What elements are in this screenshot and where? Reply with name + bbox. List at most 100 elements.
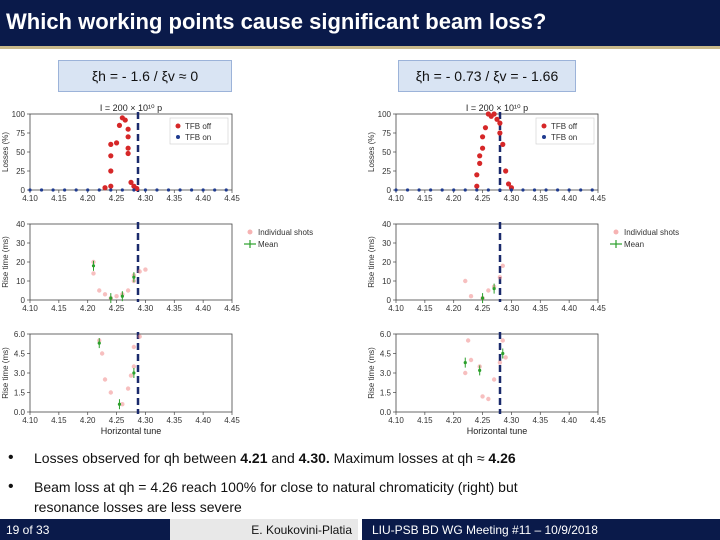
plots-figure: 4.10 4.15 4.20 4.25 4.30 4.35 4.40 4.45 0 25 50 75 1… — [1, 103, 679, 436]
bullet-text-part: Maximum losses at qh ≈ — [329, 450, 489, 466]
bullet-bold: 4.21 — [240, 450, 268, 466]
data-point — [521, 188, 525, 192]
y-tick-label: 25 — [16, 167, 25, 176]
data-point — [99, 351, 105, 356]
x-tick-label: 4.45 — [224, 304, 240, 313]
legend-label: TFB off — [551, 122, 578, 131]
data-point — [497, 130, 503, 136]
y-axis-label: Losses (%) — [367, 132, 376, 172]
bullet-bold: 4.26 — [488, 450, 516, 466]
x-tick-label: 4.40 — [561, 416, 577, 425]
bullet-text-part: resonance losses are less severe — [34, 499, 242, 515]
x-tick-label: 4.10 — [22, 194, 38, 203]
legend-label: Mean — [624, 240, 644, 249]
data-point — [108, 141, 114, 147]
data-point — [497, 120, 503, 126]
data-point — [429, 188, 433, 192]
y-axis-label: Losses (%) — [1, 132, 10, 172]
bullet-marker: • — [8, 449, 14, 466]
x-tick-label: 4.15 — [51, 416, 67, 425]
x-tick-label: 4.25 — [109, 416, 125, 425]
data-point — [120, 294, 124, 298]
data-point — [108, 390, 114, 395]
data-point — [463, 188, 467, 192]
x-tick-label: 4.25 — [475, 304, 491, 313]
x-tick-label: 4.10 — [388, 194, 404, 203]
plot-panel: 4.10 4.15 4.20 4.25 4.30 4.35 4.40 4.45 0 25 50 75 1… — [367, 103, 606, 203]
data-point — [86, 188, 90, 192]
y-tick-label: 50 — [382, 148, 391, 157]
data-point — [120, 402, 125, 407]
data-point — [477, 160, 483, 166]
data-point — [137, 334, 142, 339]
data-point — [97, 288, 102, 293]
data-point — [201, 188, 205, 192]
y-tick-label: 75 — [16, 129, 25, 138]
bullet-item: • Losses observed for qh between 4.21 an… — [8, 448, 516, 468]
y-tick-label: 3.0 — [14, 369, 26, 378]
plot-frame — [29, 333, 233, 413]
data-point — [109, 188, 113, 192]
data-point — [465, 338, 471, 343]
data-point — [494, 116, 500, 122]
y-tick-label: 40 — [382, 220, 391, 229]
legend-marker — [176, 135, 180, 139]
data-point — [125, 386, 131, 391]
chromaticity-label-right: ξh = - 0.73 / ξv = - 1.66 — [398, 60, 576, 92]
data-point — [113, 140, 120, 146]
data-point — [51, 188, 55, 192]
plot-panel: 4.10 4.15 4.20 4.25 4.30 4.35 4.40 4.45 0.0 1.5 3.… — [1, 330, 240, 436]
legend-label: Individual shots — [258, 228, 313, 237]
data-point — [39, 188, 44, 192]
x-tick-label: 4.30 — [138, 304, 154, 313]
x-tick-label: 4.35 — [532, 416, 548, 425]
bullet-text: Losses observed for qh between 4.21 and … — [34, 448, 516, 468]
x-tick-label: 4.20 — [80, 194, 96, 203]
data-point — [498, 188, 502, 192]
data-point — [544, 188, 548, 192]
x-tick-label: 4.25 — [109, 304, 125, 313]
y-tick-label: 20 — [16, 258, 25, 267]
data-point — [579, 188, 583, 192]
chromaticity-label-left: ξh = - 1.6 / ξv ≈ 0 — [58, 60, 232, 92]
data-point — [497, 275, 503, 280]
data-point — [491, 377, 497, 382]
x-tick-label: 4.15 — [417, 194, 433, 203]
bullet-text-part: and — [267, 450, 299, 466]
legend-label: TFB on — [551, 133, 577, 142]
legend-box — [169, 117, 229, 145]
x-tick-label: 4.20 — [446, 416, 462, 425]
y-tick-label: 10 — [16, 277, 25, 286]
data-point — [132, 371, 136, 375]
data-point — [405, 188, 410, 192]
legend-label: TFB on — [185, 133, 211, 142]
data-point — [97, 188, 101, 192]
x-tick-label: 4.25 — [475, 416, 491, 425]
data-point — [417, 188, 421, 192]
data-point — [224, 188, 228, 192]
y-tick-label: 1.5 — [380, 389, 392, 398]
x-axis-label: Horizontal tune — [467, 426, 528, 436]
y-tick-label: 30 — [382, 239, 391, 248]
bullet-text: Beam loss at qh = 4.26 reach 100% for cl… — [34, 477, 518, 517]
x-tick-label: 4.30 — [504, 194, 520, 203]
y-tick-label: 0 — [387, 186, 392, 195]
x-tick-label: 4.35 — [166, 304, 182, 313]
y-tick-label: 0 — [387, 296, 392, 305]
x-tick-label: 4.10 — [388, 304, 404, 313]
data-point — [116, 122, 123, 128]
x-tick-label: 4.35 — [166, 416, 182, 425]
data-point — [120, 188, 124, 192]
x-tick-label: 4.45 — [590, 416, 606, 425]
data-point — [486, 396, 491, 402]
x-tick-label: 4.30 — [138, 416, 154, 425]
y-tick-label: 75 — [382, 129, 391, 138]
data-point — [590, 188, 594, 192]
x-tick-label: 4.45 — [590, 304, 606, 313]
data-point — [190, 188, 194, 192]
data-point — [143, 188, 148, 192]
data-point — [128, 179, 134, 185]
y-tick-label: 25 — [382, 167, 391, 176]
data-point — [477, 153, 483, 159]
x-tick-label: 4.30 — [138, 194, 154, 203]
